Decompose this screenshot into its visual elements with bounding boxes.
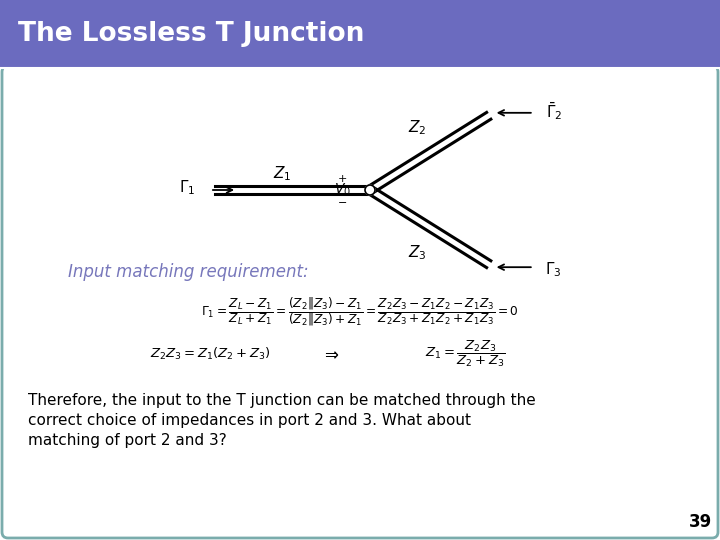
- Text: $Z_2 Z_3 = Z_1 (Z_2 + Z_3)$: $Z_2 Z_3 = Z_1 (Z_2 + Z_3)$: [150, 346, 270, 362]
- Text: $\Gamma_1 = \dfrac{Z_L - Z_1}{Z_L + Z_1} = \dfrac{(Z_2 \| Z_3) - Z_1}{(Z_2 \| Z_: $\Gamma_1 = \dfrac{Z_L - Z_1}{Z_L + Z_1}…: [201, 295, 519, 328]
- FancyBboxPatch shape: [0, 0, 720, 68]
- Text: matching of port 2 and 3?: matching of port 2 and 3?: [28, 433, 227, 448]
- Text: $Z_1 = \dfrac{Z_2 Z_3}{Z_2 + Z_3}$: $Z_1 = \dfrac{Z_2 Z_3}{Z_2 + Z_3}$: [425, 339, 505, 369]
- Text: $V_0$: $V_0$: [333, 182, 351, 198]
- Text: $-$: $-$: [337, 196, 347, 206]
- Circle shape: [365, 185, 375, 195]
- Text: Input matching requirement:: Input matching requirement:: [68, 263, 309, 281]
- Text: $\bar{\Gamma}_2$: $\bar{\Gamma}_2$: [546, 100, 562, 122]
- Text: $\Gamma_1$: $\Gamma_1$: [179, 179, 195, 197]
- FancyBboxPatch shape: [2, 66, 718, 538]
- Text: 39: 39: [688, 513, 711, 531]
- Text: $Z_2$: $Z_2$: [408, 118, 426, 137]
- Text: $Z_1$: $Z_1$: [274, 165, 292, 184]
- Text: $+$: $+$: [337, 173, 347, 185]
- Text: The Lossless T Junction: The Lossless T Junction: [18, 21, 364, 47]
- Text: $\Rightarrow$: $\Rightarrow$: [321, 345, 339, 363]
- Text: Therefore, the input to the T junction can be matched through the: Therefore, the input to the T junction c…: [28, 393, 536, 408]
- Text: correct choice of impedances in port 2 and 3. What about: correct choice of impedances in port 2 a…: [28, 413, 471, 428]
- Text: $Z_3$: $Z_3$: [408, 244, 427, 262]
- Text: $\Gamma_3$: $\Gamma_3$: [546, 260, 562, 279]
